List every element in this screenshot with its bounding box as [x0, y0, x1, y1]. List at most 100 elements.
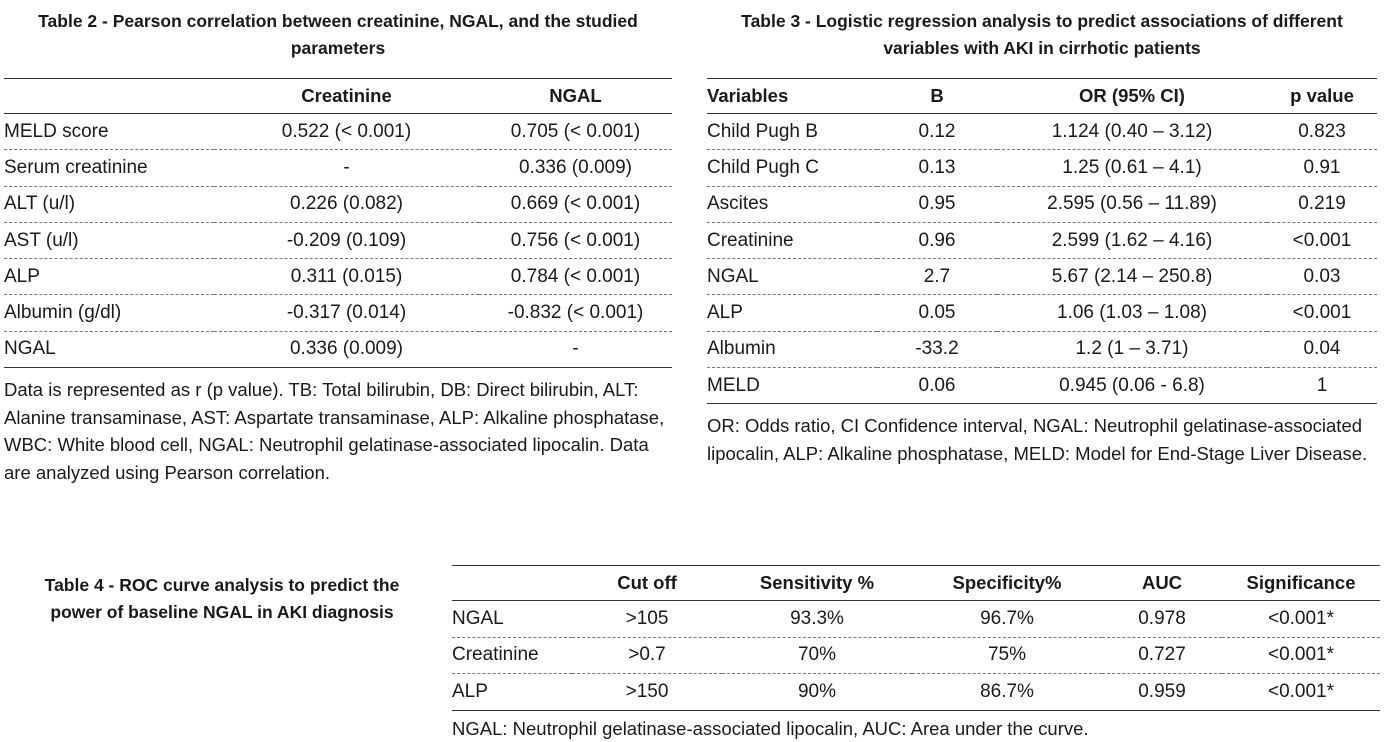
table-3-footnote: OR: Odds ratio, CI Confidence interval, …	[707, 412, 1377, 467]
table-cell: 0.04	[1267, 331, 1377, 367]
table-4: Cut off Sensitivity % Specificity% AUC S…	[452, 565, 1380, 742]
table-3-header-cell: OR (95% CI)	[997, 79, 1267, 114]
table-cell: ALP	[4, 259, 214, 295]
table-row: Albumin (g/dl)-0.317 (0.014)-0.832 (< 0.…	[4, 295, 672, 331]
table-cell: 2.7	[877, 259, 997, 295]
table-cell: 1.25 (0.61 – 4.1)	[997, 150, 1267, 186]
table-cell: >105	[572, 601, 722, 638]
table-cell: >150	[572, 674, 722, 711]
table-row: Serum creatinine-0.336 (0.009)	[4, 150, 672, 186]
table-cell: Child Pugh B	[707, 114, 877, 150]
table-cell: 2.599 (1.62 – 4.16)	[997, 222, 1267, 258]
table-3: Table 3 - Logistic regression analysis t…	[707, 8, 1377, 467]
table-cell: Albumin (g/dl)	[4, 295, 214, 331]
table-cell: 0.727	[1102, 637, 1222, 674]
table-3-header-row: Variables B OR (95% CI) p value	[707, 79, 1377, 114]
table-cell: Creatinine	[707, 222, 877, 258]
table-cell: NGAL	[4, 331, 214, 367]
table-cell: 0.669 (< 0.001)	[479, 186, 672, 222]
table-cell: NGAL	[452, 601, 572, 638]
table-cell: 1.2 (1 – 3.71)	[997, 331, 1267, 367]
table-4-header-cell: Sensitivity %	[722, 566, 912, 601]
table-cell: 2.595 (0.56 – 11.89)	[997, 186, 1267, 222]
table-cell: 96.7%	[912, 601, 1102, 638]
table-cell: 0.336 (0.009)	[214, 331, 479, 367]
table-cell: Creatinine	[452, 637, 572, 674]
table-cell: <0.001	[1267, 222, 1377, 258]
table-3-header-cell: Variables	[707, 79, 877, 114]
table-cell: <0.001	[1267, 295, 1377, 331]
table-cell: 0.336 (0.009)	[479, 150, 672, 186]
table-cell: 0.978	[1102, 601, 1222, 638]
table-cell: 75%	[912, 637, 1102, 674]
table-2-header-cell	[4, 79, 214, 114]
table-cell: ALP	[707, 295, 877, 331]
table-cell: <0.001*	[1222, 601, 1380, 638]
table-cell: Ascites	[707, 186, 877, 222]
table-3-grid: Variables B OR (95% CI) p value Child Pu…	[707, 78, 1377, 404]
table-cell: 0.03	[1267, 259, 1377, 295]
table-cell: 0.311 (0.015)	[214, 259, 479, 295]
table-cell: 0.945 (0.06 - 6.8)	[997, 368, 1267, 404]
table-cell: NGAL	[707, 259, 877, 295]
table-cell: >0.7	[572, 637, 722, 674]
table-cell: MELD score	[4, 114, 214, 150]
table-cell: -0.832 (< 0.001)	[479, 295, 672, 331]
table-cell: 93.3%	[722, 601, 912, 638]
table-cell: 0.05	[877, 295, 997, 331]
table-cell: Child Pugh C	[707, 150, 877, 186]
table-cell: -33.2	[877, 331, 997, 367]
table-4-caption: Table 4 - ROC curve analysis to predict …	[18, 572, 426, 626]
table-cell: 0.959	[1102, 674, 1222, 711]
table-cell: 0.06	[877, 368, 997, 404]
table-cell: -0.317 (0.014)	[214, 295, 479, 331]
table-cell: 0.226 (0.082)	[214, 186, 479, 222]
table-2-caption: Table 2 - Pearson correlation between cr…	[4, 8, 672, 62]
table-row: ALT (u/l)0.226 (0.082)0.669 (< 0.001)	[4, 186, 672, 222]
table-cell: <0.001*	[1222, 674, 1380, 711]
table-3-header-cell: p value	[1267, 79, 1377, 114]
table-cell: -	[214, 150, 479, 186]
table-cell: 86.7%	[912, 674, 1102, 711]
table-cell: Albumin	[707, 331, 877, 367]
table-cell: ALT (u/l)	[4, 186, 214, 222]
table-cell: 0.784 (< 0.001)	[479, 259, 672, 295]
table-cell: 0.13	[877, 150, 997, 186]
table-cell: 0.705 (< 0.001)	[479, 114, 672, 150]
table-4-grid: Cut off Sensitivity % Specificity% AUC S…	[452, 565, 1380, 711]
table-4-header-cell: Significance	[1222, 566, 1380, 601]
table-cell: AST (u/l)	[4, 222, 214, 258]
table-2-header-row: Creatinine NGAL	[4, 79, 672, 114]
table-cell: 0.96	[877, 222, 997, 258]
table-cell: 1.124 (0.40 – 3.12)	[997, 114, 1267, 150]
table-cell: -	[479, 331, 672, 367]
table-2: Table 2 - Pearson correlation between cr…	[4, 8, 672, 486]
table-4-header-cell: Cut off	[572, 566, 722, 601]
table-cell: 5.67 (2.14 – 250.8)	[997, 259, 1267, 295]
table-cell: 0.91	[1267, 150, 1377, 186]
table-cell: ALP	[452, 674, 572, 711]
table-row: AST (u/l)-0.209 (0.109)0.756 (< 0.001)	[4, 222, 672, 258]
table-cell: 90%	[722, 674, 912, 711]
table-cell: 1.06 (1.03 – 1.08)	[997, 295, 1267, 331]
table-cell: 0.12	[877, 114, 997, 150]
table-3-caption: Table 3 - Logistic regression analysis t…	[707, 8, 1377, 62]
table-cell: 0.219	[1267, 186, 1377, 222]
table-cell: 70%	[722, 637, 912, 674]
table-cell: MELD	[707, 368, 877, 404]
table-4-header-cell	[452, 566, 572, 601]
table-cell: <0.001*	[1222, 637, 1380, 674]
table-2-header-cell: Creatinine	[214, 79, 479, 114]
